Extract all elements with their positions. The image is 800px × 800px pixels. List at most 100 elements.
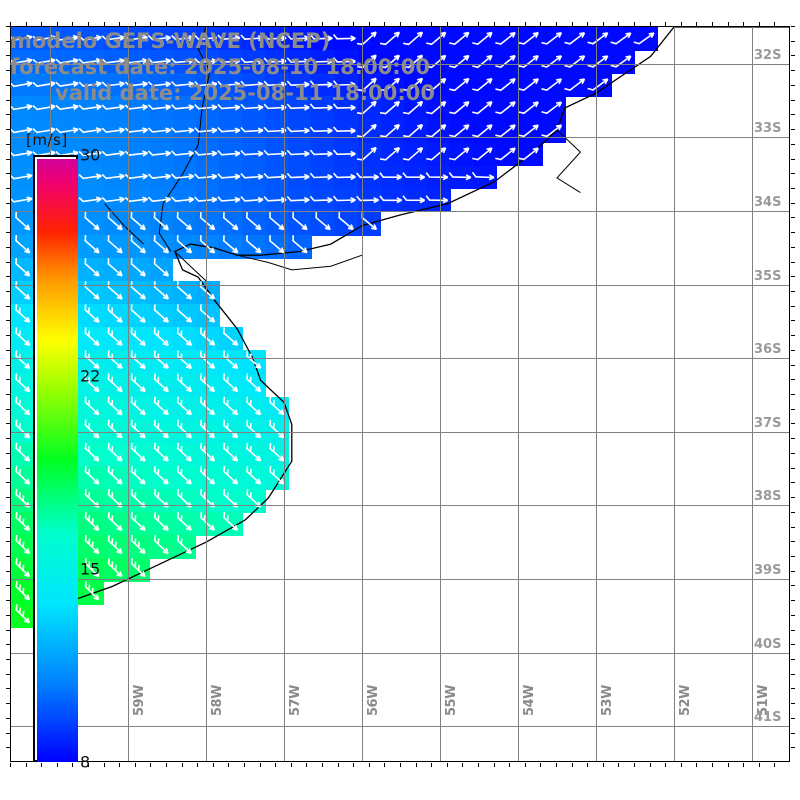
wind-barb <box>15 535 31 555</box>
wind-barb <box>147 173 172 180</box>
wind-barb <box>199 281 216 300</box>
wind-barb <box>176 512 192 531</box>
wind-barb <box>541 124 563 138</box>
wind-barb <box>402 147 424 161</box>
wind-barb <box>11 57 33 65</box>
wind-barb <box>269 396 285 416</box>
wind-barb <box>176 465 192 485</box>
wind-barb <box>130 442 146 462</box>
wind-barb <box>541 78 563 92</box>
latitude-tick-label: 39S <box>754 563 782 578</box>
wind-barb <box>176 304 193 323</box>
gridline-longitude <box>206 27 207 761</box>
wind-barb <box>194 104 218 111</box>
wind-barb <box>338 212 354 231</box>
gridline-latitude <box>11 579 789 580</box>
wind-barb <box>286 34 310 42</box>
wind-barb <box>332 195 356 204</box>
wind-barb <box>107 558 123 578</box>
longitude-tick-label: 55W <box>444 685 459 716</box>
gridline-latitude <box>11 358 789 360</box>
wind-barb <box>610 32 632 45</box>
wind-barb <box>217 80 241 88</box>
wind-barb <box>286 172 310 181</box>
wind-barb <box>332 57 356 65</box>
wind-barb <box>379 123 401 138</box>
wind-barb <box>379 54 401 69</box>
wind-barb <box>449 77 470 92</box>
wind-barb <box>101 81 125 88</box>
wind-barb <box>101 104 125 111</box>
river-path <box>237 254 363 271</box>
wind-barb <box>332 126 356 134</box>
wind-barb <box>263 172 287 180</box>
wind-barb <box>426 100 447 115</box>
wind-barb <box>222 350 239 370</box>
wind-barb <box>153 258 170 277</box>
wind-barb <box>124 196 148 203</box>
wind-barb <box>426 54 447 69</box>
wind-barb <box>564 55 586 69</box>
wind-barb <box>245 350 262 369</box>
wind-barb <box>107 304 123 323</box>
wind-barb <box>332 33 356 42</box>
wind-barb <box>101 150 125 157</box>
wind-barb <box>379 195 402 204</box>
wind-barb <box>153 419 169 439</box>
wind-barb <box>32 150 56 157</box>
gridline-latitude <box>11 726 789 728</box>
wind-barb <box>130 488 146 508</box>
wind-barb <box>449 54 470 69</box>
wind-barb <box>309 126 333 134</box>
wind-barb <box>11 173 33 180</box>
gridline-latitude <box>11 652 789 654</box>
wind-barb <box>402 172 426 181</box>
wind-barb <box>147 58 172 65</box>
wind-barb <box>147 196 172 203</box>
wind-barb <box>14 211 31 231</box>
wind-barb <box>176 442 192 462</box>
wind-barb <box>356 146 377 161</box>
wind-barb <box>217 126 241 134</box>
model-title: modelo GEFS-WAVE (NCEP) <box>10 29 331 53</box>
wind-barb <box>315 212 331 231</box>
wind-barb <box>130 327 146 346</box>
wind-barb <box>356 31 377 46</box>
wind-barb <box>194 34 218 42</box>
wind-barb <box>199 465 216 485</box>
wind-barb <box>426 31 447 46</box>
wind-barb <box>426 77 447 92</box>
wind-barb-field <box>11 31 655 624</box>
wind-barb <box>78 196 102 203</box>
wind-barb <box>402 123 424 138</box>
colorbar-gradient <box>37 159 78 762</box>
wind-barb <box>11 127 33 134</box>
wind-barb <box>55 150 79 157</box>
longitude-tick-label: 58W <box>210 685 225 716</box>
wind-barb <box>15 350 31 370</box>
wind-barb <box>107 465 123 485</box>
wind-barb <box>176 327 193 346</box>
wind-barb <box>291 235 308 254</box>
wind-barb <box>263 34 287 42</box>
wind-barb <box>309 195 333 204</box>
wind-barb <box>309 103 333 111</box>
latitude-tick-label: 32S <box>754 47 782 63</box>
wind-barb <box>587 55 609 68</box>
wind-barb <box>222 465 239 485</box>
wind-barb <box>124 34 148 42</box>
wind-barb <box>130 512 146 531</box>
gridline-longitude <box>440 27 441 761</box>
wind-barb <box>101 173 125 180</box>
wind-barb <box>14 327 31 347</box>
wind-barb <box>199 235 216 254</box>
gridline-longitude <box>752 27 753 761</box>
gridline-longitude <box>284 27 285 761</box>
wind-barb <box>55 80 79 88</box>
wind-barb <box>171 150 195 157</box>
wind-barb <box>332 149 356 158</box>
wind-barb <box>171 104 195 111</box>
wind-barb <box>518 147 539 161</box>
wind-barb <box>240 126 264 134</box>
wind-barb <box>426 124 447 138</box>
